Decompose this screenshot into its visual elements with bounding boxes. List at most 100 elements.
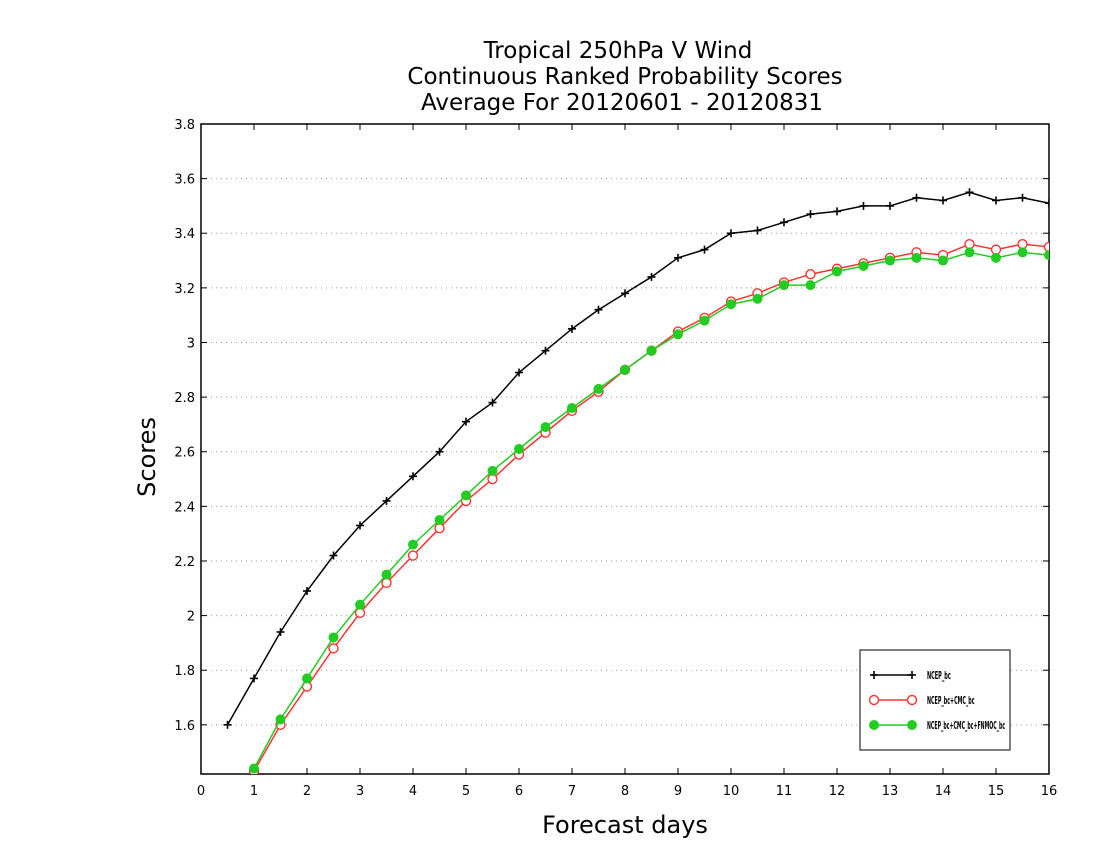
data-point: [462, 417, 470, 426]
x-tick-label: 9: [674, 784, 682, 799]
data-point: [753, 226, 762, 235]
data-point: [1017, 247, 1028, 258]
data-point: [435, 447, 444, 456]
data-point: [408, 539, 418, 550]
title-line-1: Tropical 250hPa V Wind: [483, 38, 753, 64]
series-lines: [223, 188, 1049, 774]
x-tick-label: 3: [356, 784, 364, 799]
y-tick-label: 3.6: [174, 173, 195, 188]
data-point: [964, 247, 975, 258]
x-tick-label: 10: [723, 784, 740, 799]
data-point: [938, 255, 948, 266]
data-point: [434, 523, 445, 534]
data-point: [328, 632, 339, 643]
x-tick-label: 1: [250, 784, 258, 799]
data-point: [779, 280, 789, 291]
data-point: [726, 299, 736, 310]
legend-marker: [869, 720, 879, 730]
data-point: [1018, 193, 1027, 202]
data-point: [593, 383, 604, 394]
data-point: [329, 551, 338, 560]
data-point: [488, 398, 497, 407]
data-point: [859, 201, 868, 210]
data-point: [515, 368, 523, 377]
y-axis-label: Scores: [133, 417, 161, 497]
series-3: [249, 247, 1049, 774]
data-point: [727, 229, 735, 238]
data-point: [328, 643, 339, 654]
y-tick-label: 3.4: [174, 227, 195, 242]
series-line: [226, 191, 1049, 726]
x-tick-label: 5: [462, 784, 470, 799]
x-tick-label: 0: [197, 784, 205, 799]
data-point: [673, 329, 683, 340]
data-point: [302, 673, 312, 684]
x-tick-label: 7: [568, 784, 576, 799]
data-point: [886, 201, 894, 210]
data-point: [249, 763, 259, 774]
legend-marker: [868, 694, 880, 706]
legend-label: NCEP_bc+CMC_bc: [927, 694, 975, 707]
data-point: [487, 473, 498, 485]
data-point: [647, 272, 656, 281]
legend-marker: [907, 720, 917, 730]
data-point: [355, 599, 365, 610]
data-point: [514, 444, 524, 454]
legend-marker: [906, 694, 918, 706]
y-tick-label: 1.6: [174, 719, 195, 734]
y-tick-label: 2.8: [174, 391, 195, 406]
data-point: [964, 238, 975, 250]
data-point: [832, 266, 842, 277]
data-point: [833, 207, 841, 216]
data-point: [780, 218, 788, 227]
data-point: [567, 403, 577, 414]
y-tick-label: 2.6: [174, 446, 195, 461]
y-tick-label: 1.8: [174, 664, 195, 679]
data-point: [1044, 250, 1049, 261]
x-tick-label: 15: [988, 784, 1005, 799]
y-tick-label: 3: [187, 336, 195, 351]
data-point: [991, 252, 1001, 263]
x-tick-label: 6: [515, 784, 523, 799]
data-point: [965, 188, 974, 197]
legend-label: NCEP_bc+CMC_bc+FNMOC_bc: [927, 719, 1005, 732]
data-point: [540, 422, 551, 433]
title-line-2: Continuous Ranked Probability Scores: [407, 64, 842, 90]
data-point: [858, 261, 869, 272]
data-point: [409, 472, 417, 481]
data-point: [911, 252, 922, 263]
chart-title: Tropical 250hPa V Wind Continuous Ranked…: [407, 38, 842, 116]
grid-lines: [201, 178, 1049, 726]
data-point: [594, 305, 603, 314]
y-tick-label: 2.4: [174, 500, 195, 515]
data-point: [382, 496, 391, 505]
data-point: [1045, 199, 1049, 208]
x-tick-label: 11: [776, 784, 793, 799]
data-point: [407, 550, 419, 561]
data-point: [752, 293, 763, 304]
data-point: [992, 196, 1000, 205]
data-point: [700, 245, 709, 254]
x-tick-label: 16: [1041, 784, 1058, 799]
data-point: [620, 364, 630, 375]
data-point: [621, 289, 629, 298]
data-point: [1043, 241, 1049, 253]
y-tick-label: 3.2: [174, 282, 195, 297]
x-axis-label: Forecast days: [542, 811, 708, 839]
x-tick-label: 14: [935, 784, 952, 799]
x-tick-label: 12: [829, 784, 846, 799]
legend-label: NCEP_bc: [927, 669, 951, 682]
x-tick-label: 8: [621, 784, 629, 799]
x-tick-label: 13: [882, 784, 899, 799]
data-point: [699, 315, 710, 326]
data-point: [303, 587, 311, 596]
data-point: [885, 255, 895, 266]
x-tick-label: 2: [303, 784, 311, 799]
y-tick-label: 3.8: [174, 118, 195, 133]
y-tick-label: 2.2: [174, 555, 195, 570]
data-point: [461, 490, 471, 501]
data-point: [805, 280, 816, 291]
data-point: [541, 346, 550, 355]
axis-ticks: 1.61.822.22.42.62.833.23.43.63.80 1 2 3 4 5 6 7…: [174, 118, 1057, 799]
legend: NCEP_bc NCEP_bc+CMC_bc NCEP_bc+CMC_bc+FNMO…: [859, 649, 1011, 751]
